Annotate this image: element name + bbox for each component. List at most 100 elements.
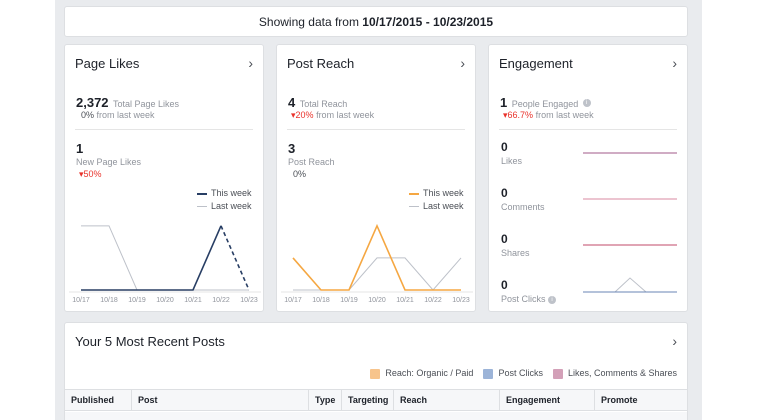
post-clicks-value: 0: [501, 278, 508, 292]
down-arrow-icon: ▾: [503, 110, 508, 120]
shares-label: Shares: [501, 248, 530, 258]
comments-value: 0: [501, 186, 508, 200]
new-likes-label: New Page Likes: [76, 157, 142, 167]
legend-engagement: Likes, Comments & Shares: [552, 368, 677, 379]
new-likes-value: 1: [76, 141, 84, 156]
x-tick-label: 10/17: [72, 297, 90, 304]
column-engagement[interactable]: Engagement: [500, 390, 595, 411]
legend-this-week: This week: [409, 188, 464, 198]
chevron-right-icon[interactable]: ›: [672, 333, 677, 349]
people-engaged-change-suffix: from last week: [535, 110, 594, 120]
chevron-right-icon[interactable]: ›: [672, 55, 677, 71]
shares-value: 0: [501, 232, 508, 246]
column-type[interactable]: Type: [309, 390, 342, 411]
people-engaged-value: 1: [500, 95, 508, 110]
total-likes-change: 0%: [81, 110, 95, 120]
chevron-right-icon[interactable]: ›: [460, 55, 465, 71]
legend-post-clicks: Post Clicks: [483, 368, 543, 379]
post-reach-change: 0%: [293, 169, 307, 179]
divider: [287, 129, 465, 130]
total-reach-change: 20%: [295, 110, 314, 120]
recent-posts-title: Your 5 Most Recent Posts: [75, 334, 225, 349]
column-promote[interactable]: Promote: [601, 395, 638, 405]
series-line-this-week: [81, 225, 222, 291]
column-reach[interactable]: Reach: [394, 390, 500, 411]
x-tick-label: 10/19: [340, 297, 358, 304]
comments-label: Comments: [501, 202, 545, 212]
total-likes-label: Total Page Likes: [113, 99, 180, 109]
info-icon[interactable]: i: [548, 295, 557, 304]
legend-swatch: [552, 368, 563, 379]
x-tick-label: 10/22: [212, 297, 230, 304]
column-post[interactable]: Post: [132, 390, 309, 411]
post-reach-label: Post Reach: [288, 157, 335, 167]
x-tick-label: 10/21: [184, 297, 202, 304]
x-tick-label: 10/23: [240, 297, 258, 304]
post-reach-title: Post Reach: [287, 56, 355, 71]
x-tick-label: 10/17: [284, 297, 302, 304]
post-reach-chart: 10/17 10/18 10/19 10/20 10/21 10/22 10/23: [281, 223, 473, 304]
likes-value: 0: [501, 140, 508, 154]
recent-posts-panel: Your 5 Most Recent Posts › Reach: Organi…: [64, 322, 688, 420]
date-range-value: 10/17/2015 - 10/23/2015: [362, 15, 494, 29]
legend-label: Post Clicks: [498, 368, 543, 378]
total-likes-change-suffix: from last week: [96, 110, 155, 120]
x-tick-label: 10/23: [452, 297, 470, 304]
series-line-last-week: [293, 257, 462, 291]
table-row: [65, 412, 687, 420]
legend-reach: Reach: Organic / Paid: [370, 368, 473, 379]
post-clicks-label: Post Clicks: [501, 294, 546, 304]
info-icon[interactable]: i: [582, 98, 591, 107]
engagement-row-post-clicks: 0 Post Clicks i: [501, 278, 677, 304]
legend-last-week: Last week: [197, 201, 252, 211]
divider: [499, 129, 677, 130]
legend-label: This week: [211, 188, 252, 198]
legend-swatch: [370, 368, 381, 379]
x-tick-label: 10/19: [128, 297, 146, 304]
legend-label: Last week: [211, 201, 252, 211]
column-published[interactable]: Published: [65, 390, 132, 411]
post-clicks-last-week-sparkline: [583, 277, 677, 293]
page-likes-title: Page Likes: [75, 56, 140, 71]
legend-swatch: [197, 206, 207, 208]
engagement-row-likes: 0 Likes: [501, 140, 677, 166]
x-tick-label: 10/18: [100, 297, 118, 304]
chevron-right-icon[interactable]: ›: [248, 55, 253, 71]
legend-label: Last week: [423, 201, 464, 211]
page-likes-chart: 10/17 10/18 10/19 10/20 10/21 10/22 10/23: [69, 225, 261, 304]
post-reach-value: 3: [288, 141, 296, 156]
post-reach-panel[interactable]: Post Reach › 4 Total Reach ▾20% from las…: [276, 44, 476, 312]
x-tick-label: 10/20: [156, 297, 174, 304]
new-likes-change: 50%: [83, 169, 102, 179]
x-tick-label: 10/18: [312, 297, 330, 304]
people-engaged-label: People Engaged: [511, 99, 579, 109]
engagement-row-comments: 0 Comments: [501, 186, 677, 212]
date-range-prefix: Showing data from: [258, 15, 363, 29]
likes-label: Likes: [501, 156, 523, 166]
series-line-this-week-projection: [220, 225, 250, 291]
engagement-title: Engagement: [499, 56, 573, 71]
page-likes-panel[interactable]: Page Likes › 2,372 Total Page Likes 0% f…: [64, 44, 264, 312]
recent-posts-legend: Reach: Organic / Paid Post Clicks Likes,…: [370, 368, 677, 379]
legend-label: Likes, Comments & Shares: [567, 368, 677, 378]
total-reach-value: 4: [288, 95, 296, 110]
engagement-panel[interactable]: Engagement › 1 People Engaged i ▾66.7% f…: [488, 44, 688, 312]
legend-label: Reach: Organic / Paid: [385, 368, 474, 378]
date-range-bar: Showing data from 10/17/2015 - 10/23/201…: [64, 6, 688, 37]
engagement-sparklines: [583, 152, 677, 293]
column-targeting[interactable]: Targeting: [342, 390, 394, 411]
series-line-this-week: [292, 223, 461, 291]
people-engaged-change: 66.7%: [507, 110, 534, 120]
legend-swatch: [483, 368, 494, 379]
legend-last-week: Last week: [409, 201, 464, 211]
legend-swatch: [409, 206, 419, 208]
total-reach-label: Total Reach: [299, 99, 348, 109]
down-arrow-icon: ▾: [79, 169, 84, 179]
total-likes-value: 2,372: [76, 95, 109, 110]
engagement-row-shares: 0 Shares: [501, 232, 677, 258]
legend-this-week: This week: [197, 188, 252, 198]
total-reach-change-suffix: from last week: [316, 110, 375, 120]
legend-swatch: [197, 192, 207, 195]
divider: [75, 129, 253, 130]
posts-table-header: Published Post Type Targeting Reach Enga…: [65, 389, 687, 411]
